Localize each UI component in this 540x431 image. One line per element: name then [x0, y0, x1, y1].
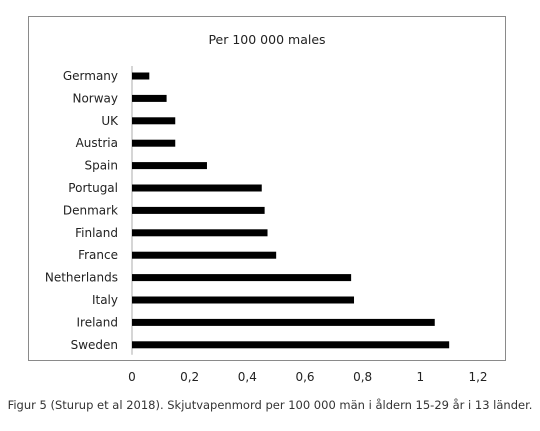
- bar-portugal: [132, 184, 262, 192]
- bar-finland: [132, 229, 268, 237]
- bar-uk: [132, 117, 176, 125]
- category-label-norway: Norway: [72, 91, 118, 105]
- category-label-italy: Italy: [92, 293, 118, 307]
- bar-france: [132, 251, 277, 259]
- category-label-germany: Germany: [63, 69, 118, 83]
- category-label-spain: Spain: [84, 159, 118, 173]
- x-tick-label: 0: [128, 370, 136, 384]
- category-label-finland: Finland: [75, 226, 118, 240]
- bars-group: [132, 72, 450, 349]
- category-label-france: France: [78, 248, 118, 262]
- bar-italy: [132, 296, 355, 304]
- category-label-denmark: Denmark: [63, 203, 118, 217]
- category-label-ireland: Ireland: [76, 315, 118, 329]
- bar-norway: [132, 94, 167, 102]
- x-tick-label: 1,2: [468, 370, 487, 384]
- bar-chart: Per 100 000 males Germany Norway UK Austria…: [45, 32, 488, 384]
- category-label-uk: UK: [101, 114, 119, 128]
- bar-ireland: [132, 318, 435, 326]
- chart-title: Per 100 000 males: [208, 32, 325, 47]
- x-tick-label: 0,6: [295, 370, 314, 384]
- category-label-portugal: Portugal: [68, 181, 118, 195]
- figure-caption: Figur 5 (Sturup et al 2018). Skjutvapenm…: [7, 398, 533, 412]
- x-tick-label: 0,8: [353, 370, 372, 384]
- category-label-sweden: Sweden: [71, 338, 118, 352]
- x-tick-label: 0,2: [180, 370, 199, 384]
- category-labels: Germany Norway UK Austria Spain Portugal Denma…: [45, 69, 119, 352]
- bar-austria: [132, 139, 176, 147]
- bar-sweden: [132, 341, 450, 349]
- bar-germany: [132, 72, 150, 80]
- x-tick-label: 1: [417, 370, 425, 384]
- bar-netherlands: [132, 274, 352, 282]
- x-tick-label: 0,4: [238, 370, 257, 384]
- bar-denmark: [132, 206, 265, 214]
- bar-spain: [132, 162, 207, 170]
- x-tick-labels: 0 0,2 0,4 0,6 0,8 1 1,2: [128, 370, 487, 384]
- category-label-austria: Austria: [76, 136, 118, 150]
- category-label-netherlands: Netherlands: [45, 271, 118, 285]
